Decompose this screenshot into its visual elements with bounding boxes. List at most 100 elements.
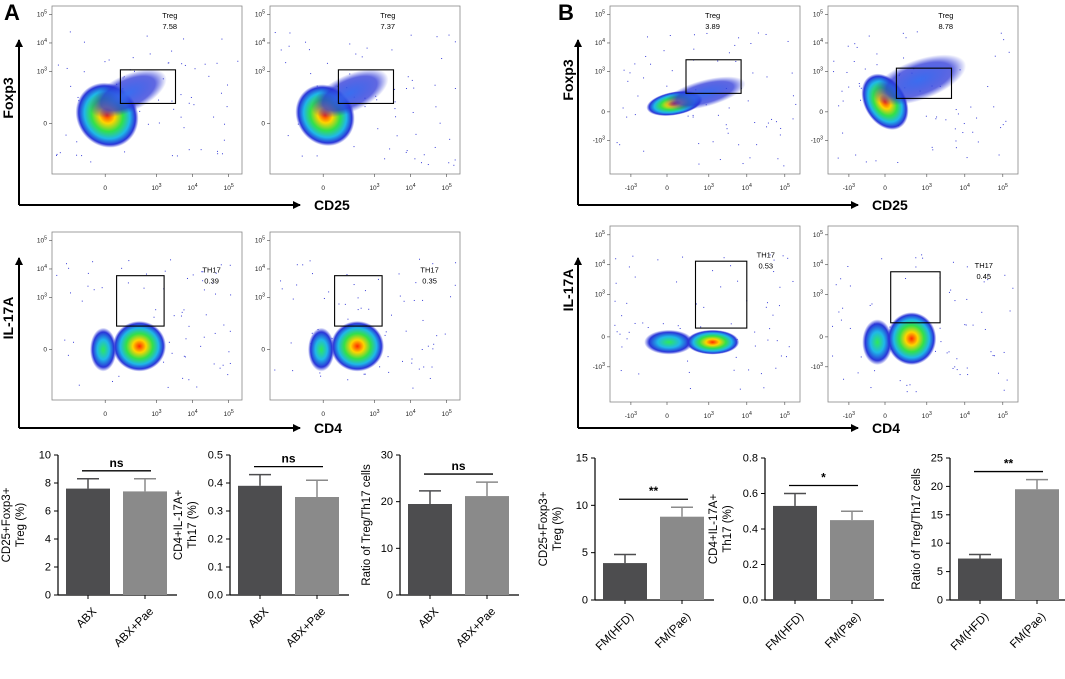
flow-event-dot <box>832 325 834 327</box>
bar-y-axis-label: Ratio of Treg/Th17 cells <box>911 468 923 590</box>
flow-event-dot <box>407 76 409 78</box>
flow-event-dot <box>970 106 972 108</box>
flow-event-dot <box>145 273 147 275</box>
flow-event-dot <box>964 324 966 326</box>
flow-y-tick-label: 103 <box>595 67 605 76</box>
flow-event-dot <box>431 366 433 368</box>
flow-event-dot <box>310 73 312 75</box>
gate-population-label: TH17 <box>202 265 220 274</box>
bar-category-label: FM(HFD) <box>764 611 806 653</box>
flow-event-dot <box>869 304 871 306</box>
flow-event-dot <box>860 99 862 101</box>
flow-event-dot <box>1003 39 1005 41</box>
flow-event-dot <box>915 266 917 268</box>
flow-event-dot <box>621 346 623 348</box>
gate-population-value: 7.58 <box>162 22 177 31</box>
flow-event-dot <box>90 161 92 163</box>
flow-event-dot <box>398 273 400 275</box>
flow-event-dot <box>419 258 421 260</box>
significance-label: ** <box>649 484 659 498</box>
flow-event-dot <box>728 107 730 109</box>
flow-x-tick-label: 103 <box>151 409 161 418</box>
flow-event-dot <box>434 146 436 148</box>
panel-b-treg-axes: Foxp3 CD25 <box>560 39 908 213</box>
flow-event-dot <box>184 356 186 358</box>
flow-event-dot <box>163 361 165 363</box>
bar-y-tick-label: 5 <box>937 566 943 578</box>
flow-gate <box>119 69 177 104</box>
flow-plot-a-treg-2: Treg 7.37 105 104 103 0 0 103 104 105 <box>255 5 461 192</box>
flow-event-dot <box>629 72 631 74</box>
flow-event-dot <box>858 83 860 85</box>
bar-ABX+Pae <box>465 496 509 595</box>
flow-event-dot <box>415 282 417 284</box>
flow-event-dot <box>843 378 845 380</box>
gate-population-value: 3.89 <box>705 22 720 31</box>
flow-event-dot <box>967 374 969 376</box>
flow-event-dot <box>956 358 958 360</box>
flow-event-dot <box>349 43 351 45</box>
flow-y-tick-label: -103 <box>811 135 823 144</box>
flow-event-dot <box>418 368 420 370</box>
flow-event-dot <box>338 303 340 305</box>
flow-event-dot <box>875 160 877 162</box>
flow-event-dot <box>431 279 433 281</box>
flow-event-dot <box>214 332 216 334</box>
flow-event-dot <box>619 333 621 335</box>
flow-plot-b-treg-2: Treg 8.78 105 104 103 0 -103 -103 0 103 104 105 <box>811 5 1019 192</box>
flow-event-dot <box>771 118 773 120</box>
flow-density-cluster <box>308 327 335 372</box>
flow-event-dot <box>778 305 780 307</box>
flow-event-dot <box>687 360 689 362</box>
flow-event-dot <box>188 379 190 381</box>
flow-event-dot <box>748 369 750 371</box>
flow-event-dot <box>127 282 129 284</box>
flow-event-dot <box>905 278 907 280</box>
flow-event-dot <box>384 334 386 336</box>
gate-population-label: TH17 <box>975 261 993 270</box>
flow-event-dot <box>693 34 695 36</box>
flow-event-dot <box>412 111 414 113</box>
bar-y-tick-label: 0.3 <box>208 506 223 518</box>
bar-chart-6: 0 5 10 15 20 25 Ratio of Treg/Th17 cells FM(HFD… <box>911 453 1065 653</box>
flow-event-dot <box>795 103 797 105</box>
flow-event-dot <box>779 134 781 136</box>
flow-event-dot <box>614 300 616 302</box>
flow-y-tick-label: 104 <box>255 38 265 47</box>
axis-label-il17a-b: IL-17A <box>560 269 576 312</box>
flow-x-tick-label: 0 <box>103 185 107 192</box>
flow-y-tick-label: 105 <box>255 9 265 18</box>
flow-event-dot <box>176 155 178 157</box>
flow-event-dot <box>411 358 413 360</box>
flow-event-dot <box>167 386 169 388</box>
flow-event-dot <box>436 36 438 38</box>
flow-event-dot <box>68 267 70 269</box>
bar-category-label: ABX+Pae <box>112 606 156 650</box>
significance-label: * <box>821 471 826 485</box>
flow-event-dot <box>832 355 834 357</box>
axis-label-il17a-a: IL-17A <box>0 297 16 340</box>
gate-population-label: TH17 <box>420 265 438 274</box>
flow-event-dot <box>922 257 924 259</box>
flow-y-tick-label: 104 <box>595 260 605 269</box>
flow-event-dot <box>183 355 185 357</box>
flow-event-dot <box>841 90 843 92</box>
gate-population-label: Treg <box>705 11 720 20</box>
flow-event-dot <box>168 341 170 343</box>
flow-density-cluster <box>89 69 167 118</box>
flow-event-dot <box>192 274 194 276</box>
flow-event-dot <box>364 106 366 108</box>
flow-event-dot <box>227 374 229 376</box>
flow-event-dot <box>167 62 169 64</box>
flow-event-dot <box>833 60 835 62</box>
flow-y-tick-label: 105 <box>595 9 605 18</box>
flow-event-dot <box>972 324 974 326</box>
flow-event-dot <box>619 144 621 146</box>
flow-event-dot <box>357 309 359 311</box>
flow-event-dot <box>217 153 219 155</box>
bar-y-tick-label: 0.2 <box>743 559 758 571</box>
flow-event-dot <box>224 123 226 125</box>
bar-y-tick-label: 0.4 <box>743 524 758 536</box>
flow-event-dot <box>925 115 927 117</box>
